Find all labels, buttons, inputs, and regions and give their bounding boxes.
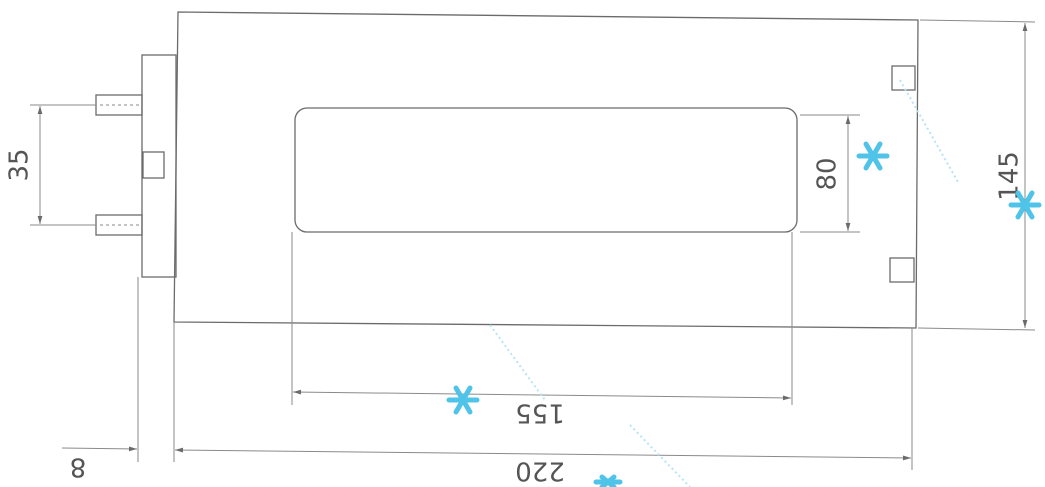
slot [143,152,164,178]
extension-line [920,20,1035,22]
window [295,108,797,232]
dimension-label: 155 [515,398,565,428]
slot [892,66,915,90]
dimension-line [293,392,791,398]
dimension-line [62,448,137,449]
slot [890,258,914,282]
dimension-label: 35 [5,148,35,181]
dimension-label: 8 [70,452,87,482]
dimension-label: 220 [515,456,565,486]
drawing: 35 80 145 155 220 8 [0,0,1045,487]
extension-line [918,328,1035,330]
dimension-label: 80 [813,157,843,190]
side-plate [142,55,176,277]
body-outline [174,12,918,328]
